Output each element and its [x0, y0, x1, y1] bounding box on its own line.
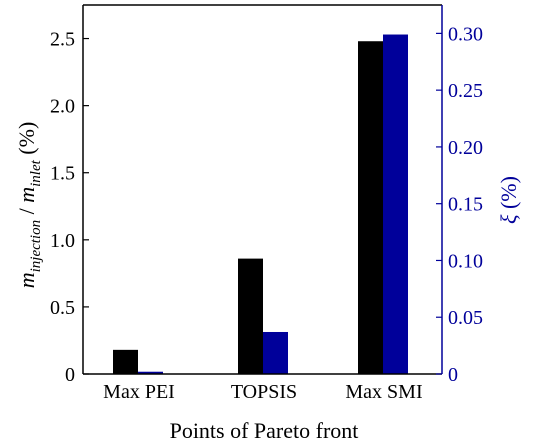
bar-max-smi-left: [358, 41, 383, 374]
y-tick-label-right: 0.25: [448, 80, 483, 102]
bar-topsis-left: [238, 258, 263, 374]
x-tick-label: TOPSIS: [231, 381, 297, 403]
y-tick-label-left: 2.5: [50, 29, 75, 51]
y-tick-label-right: 0.20: [448, 137, 483, 159]
bar-max-pei-left: [113, 349, 138, 374]
bars-group: [113, 34, 408, 375]
y-tick-label-right: 0: [448, 364, 458, 386]
x-tick-label: Max PEI: [103, 381, 175, 403]
y-axis-title-left: minjection / minlet (%): [14, 122, 44, 289]
y-tick-label-right: 0.10: [448, 250, 483, 272]
bar-max-smi-right: [383, 34, 408, 375]
y-tick-label-right: 0.30: [448, 23, 483, 45]
y-tick-label-left: 0: [65, 364, 75, 386]
y-tick-label-left: 2.0: [50, 96, 75, 118]
x-axis-title: Points of Pareto front: [170, 418, 359, 443]
bar-topsis-right: [263, 331, 288, 374]
y-axis-title-right: ξ (%): [496, 176, 521, 224]
y-tick-label-right: 0.15: [448, 194, 483, 216]
y-tick-label-left: 1.5: [50, 163, 75, 185]
y-tick-label-right: 0.05: [448, 307, 483, 329]
x-tick-label: Max SMI: [345, 381, 422, 403]
y-tick-label-left: 0.5: [50, 297, 75, 319]
ticks-group: Max PEI TOPSIS Max SMI 0 0.5 1.0 1.5 2.0 2.5 0 0.0…: [50, 23, 483, 403]
y-tick-label-left: 1.0: [50, 230, 75, 252]
bar-max-pei-right: [138, 371, 163, 374]
axes-group: [82, 4, 443, 375]
